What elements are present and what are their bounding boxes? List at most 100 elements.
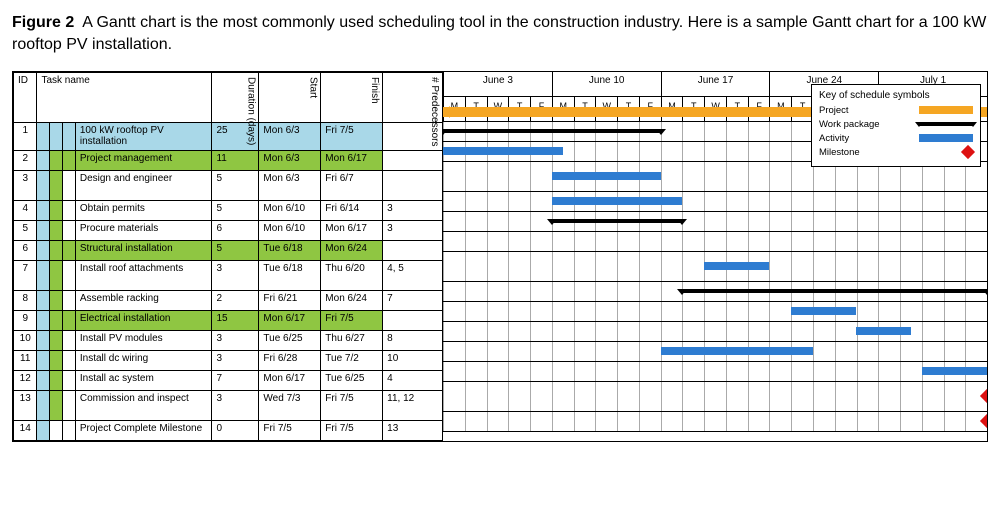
cell-duration: 3 (212, 390, 259, 420)
table-row: 14Project Complete Milestone0Fri 7/5Fri … (14, 420, 443, 440)
cell-pred: 13 (383, 420, 443, 440)
cell-duration: 5 (212, 240, 259, 260)
cell-duration: 3 (212, 260, 259, 290)
cell-task-name: Design and engineer (75, 170, 212, 200)
legend: Key of schedule symbols Project Work pac… (811, 84, 981, 167)
legend-wp-swatch (919, 122, 973, 126)
timeline-pane: June 3June 10June 17June 24July 1 MTWTFM… (443, 72, 987, 441)
cell-pred: 3 (383, 200, 443, 220)
milestone-marker (980, 414, 987, 428)
activity-bar (552, 197, 683, 205)
legend-project-swatch (919, 106, 973, 114)
cell-start: Mon 6/3 (259, 122, 321, 150)
indent-cell (37, 240, 50, 260)
cell-pred (383, 240, 443, 260)
cell-pred: 4 (383, 370, 443, 390)
indent-cell (50, 200, 63, 220)
week-label: June 3 (443, 72, 552, 96)
cell-pred (383, 150, 443, 170)
col-finish: Finish (321, 72, 383, 122)
cell-task-name: 100 kW rooftop PV installation (75, 122, 212, 150)
figure-caption: Figure 2 A Gantt chart is the most commo… (12, 12, 988, 57)
figure-label: Figure 2 (12, 14, 74, 31)
col-task: Task name (37, 72, 212, 122)
cell-duration: 2 (212, 290, 259, 310)
activity-bar (922, 367, 987, 375)
cell-duration: 7 (212, 370, 259, 390)
cell-start: Tue 6/25 (259, 330, 321, 350)
cell-task-name: Commission and inspect (75, 390, 212, 420)
cell-finish: Mon 6/24 (321, 240, 383, 260)
indent-cell (63, 330, 76, 350)
cell-start: Fri 6/28 (259, 350, 321, 370)
cell-finish: Thu 6/20 (321, 260, 383, 290)
cell-finish: Fri 6/7 (321, 170, 383, 200)
gantt-row (443, 342, 987, 362)
cell-finish: Mon 6/24 (321, 290, 383, 310)
cell-start: Fri 6/21 (259, 290, 321, 310)
cell-task-name: Structural installation (75, 240, 212, 260)
cell-task-name: Install roof attachments (75, 260, 212, 290)
cell-finish: Fri 7/5 (321, 122, 383, 150)
indent-cell (50, 122, 63, 150)
cell-start: Wed 7/3 (259, 390, 321, 420)
indent-cell (63, 240, 76, 260)
gantt-chart: ID Task name Duration (days) Start Finis… (12, 71, 988, 442)
cell-start: Mon 6/17 (259, 310, 321, 330)
cell-finish: Fri 7/5 (321, 420, 383, 440)
cell-finish: Tue 7/2 (321, 350, 383, 370)
table-row: 9Electrical installation15Mon 6/17Fri 7/… (14, 310, 443, 330)
cell-pred: 8 (383, 330, 443, 350)
indent-cell (63, 350, 76, 370)
cell-task-name: Project Complete Milestone (75, 420, 212, 440)
cell-start: Tue 6/18 (259, 240, 321, 260)
gantt-row (443, 282, 987, 302)
col-pred: # Predecessors (383, 72, 443, 122)
indent-cell (50, 240, 63, 260)
cell-start: Mon 6/17 (259, 370, 321, 390)
table-row: 8Assemble racking2Fri 6/21Mon 6/247 (14, 290, 443, 310)
indent-cell (63, 122, 76, 150)
cell-finish: Fri 7/5 (321, 310, 383, 330)
table-row: 6 Structural installation5Tue 6/18Mon 6/2… (14, 240, 443, 260)
cell-task-name: Electrical installation (75, 310, 212, 330)
indent-cell (63, 420, 76, 440)
cell-task-name: Procure materials (75, 220, 212, 240)
project-bar-end-cap (980, 106, 987, 118)
work-package-bar (552, 219, 683, 223)
figure-caption-text: A Gantt chart is the most commonly used … (12, 14, 986, 53)
gantt-row (443, 362, 987, 382)
cell-id: 14 (14, 420, 37, 440)
cell-id: 12 (14, 370, 37, 390)
gantt-row (443, 412, 987, 432)
activity-bar (552, 172, 661, 180)
indent-cell (37, 170, 50, 200)
gantt-row (443, 302, 987, 322)
cell-duration: 11 (212, 150, 259, 170)
indent-cell (63, 370, 76, 390)
cell-id: 6 (14, 240, 37, 260)
indent-cell (37, 260, 50, 290)
task-table-pane: ID Task name Duration (days) Start Finis… (13, 72, 443, 441)
gantt-row (443, 322, 987, 342)
cell-pred: 3 (383, 220, 443, 240)
indent-cell (63, 150, 76, 170)
cell-pred: 4, 5 (383, 260, 443, 290)
gantt-row (443, 382, 987, 412)
cell-finish: Fri 6/14 (321, 200, 383, 220)
cell-task-name: Install ac system (75, 370, 212, 390)
table-row: 10Install PV modules3Tue 6/25Thu 6/278 (14, 330, 443, 350)
indent-cell (63, 310, 76, 330)
cell-id: 11 (14, 350, 37, 370)
cell-pred: 7 (383, 290, 443, 310)
indent-cell (37, 200, 50, 220)
indent-cell (37, 122, 50, 150)
indent-cell (63, 220, 76, 240)
cell-id: 2 (14, 150, 37, 170)
cell-id: 5 (14, 220, 37, 240)
cell-duration: 5 (212, 200, 259, 220)
table-row: 11Install dc wiring3Fri 6/28Tue 7/210 (14, 350, 443, 370)
indent-cell (37, 370, 50, 390)
indent-cell (50, 170, 63, 200)
legend-title: Key of schedule symbols (819, 90, 973, 101)
